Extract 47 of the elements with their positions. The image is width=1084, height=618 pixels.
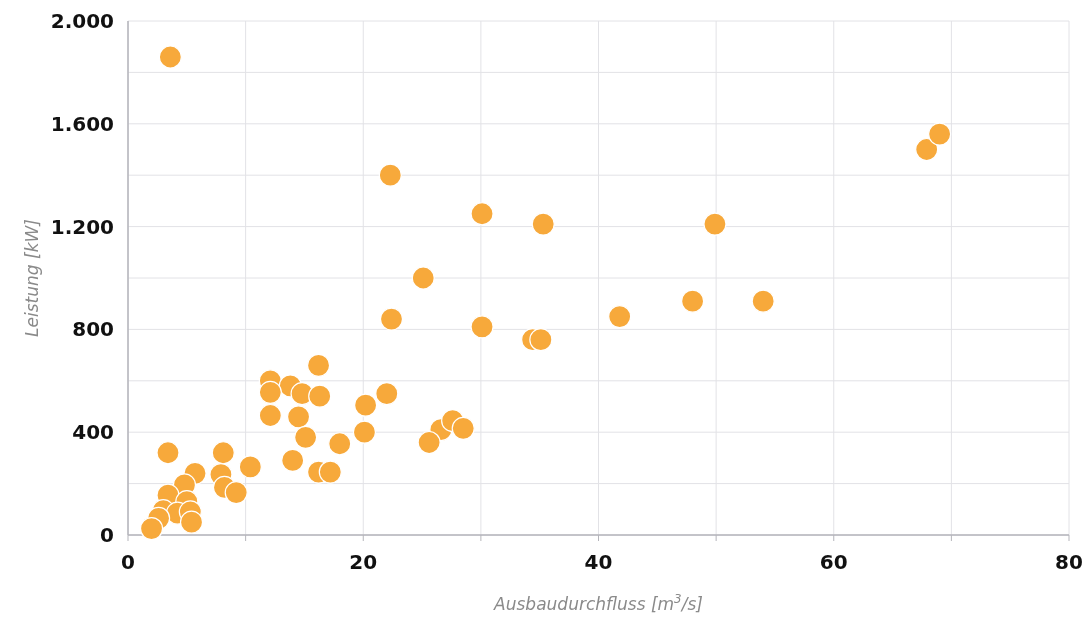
y-tick-label: 1.200	[50, 214, 114, 239]
point	[378, 163, 402, 187]
point	[375, 382, 399, 406]
x-tick-label: 0	[121, 550, 135, 574]
x-tick-label: 40	[584, 550, 613, 574]
point	[158, 45, 182, 69]
point	[294, 425, 318, 449]
point	[751, 289, 775, 313]
point	[281, 448, 305, 473]
point	[308, 384, 332, 408]
y-axis-title: Leistung [kW]	[22, 219, 42, 337]
point	[470, 315, 494, 339]
point	[928, 122, 952, 146]
point	[306, 353, 331, 377]
point	[286, 405, 311, 429]
y-tick-label: 1.600	[50, 111, 114, 136]
point	[354, 393, 378, 417]
point	[211, 441, 235, 465]
point	[608, 304, 632, 329]
point	[915, 137, 939, 162]
point	[411, 266, 435, 290]
point	[451, 416, 475, 440]
y-tick-label: 2.000	[50, 9, 114, 33]
point	[681, 289, 705, 313]
point	[139, 516, 164, 541]
point	[417, 430, 441, 455]
x-tick-label: 60	[819, 550, 848, 574]
x-axis-title: Ausbaudurchfluss [m$^{3}$/s]	[493, 592, 703, 614]
point	[179, 510, 204, 534]
point	[328, 432, 352, 456]
point	[470, 202, 494, 226]
point	[531, 212, 555, 236]
x-tick-label: 80	[1055, 550, 1083, 574]
point	[318, 460, 342, 484]
x-tick-label: 20	[349, 550, 378, 574]
point	[352, 420, 377, 444]
point	[529, 328, 553, 352]
point	[258, 403, 282, 428]
point	[224, 481, 248, 505]
y-tick-label: 800	[72, 317, 114, 342]
point	[238, 455, 262, 479]
y-tick-label: 0	[100, 523, 114, 547]
point	[703, 212, 727, 236]
point	[379, 307, 404, 331]
y-tick-label: 400	[72, 420, 114, 445]
point	[156, 441, 180, 465]
point	[258, 380, 282, 404]
